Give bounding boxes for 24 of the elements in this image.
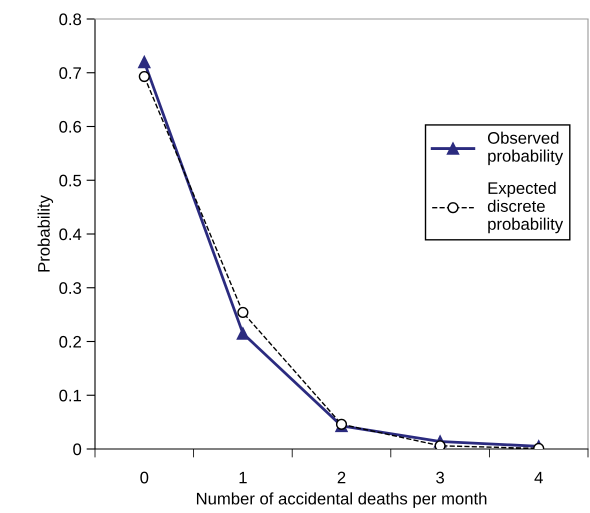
point — [434, 440, 446, 449]
x-tick-label: 4 — [534, 472, 543, 484]
y-tick-label: 0.8 — [59, 13, 82, 26]
legend-label: Expected discrete probability — [488, 182, 564, 234]
point — [237, 306, 248, 318]
x-tick-label: 3 — [436, 472, 444, 484]
y-tick-label: 0.5 — [59, 174, 82, 186]
x-tick-label: 0 — [140, 472, 148, 484]
y-tick-label: 0.6 — [59, 120, 82, 133]
legend-label: Observed probability — [488, 132, 564, 166]
point — [336, 418, 348, 430]
y-tick-label: 0.4 — [59, 228, 82, 240]
x-tick-label: 2 — [338, 472, 346, 484]
y-axis-title: Probability — [38, 195, 54, 272]
y-tick-label: 0.1 — [59, 390, 81, 402]
y-tick-label: 0.3 — [59, 282, 82, 294]
point — [236, 327, 250, 340]
y-tick-label: 0.2 — [59, 336, 81, 348]
x-tick-label: 1 — [240, 472, 247, 484]
x-axis-title: Number of accidental deaths per month — [196, 492, 486, 508]
y-tick-label: 0 — [73, 443, 82, 456]
y-tick-label: 0.7 — [59, 67, 81, 79]
point — [138, 70, 150, 82]
point — [138, 56, 151, 68]
